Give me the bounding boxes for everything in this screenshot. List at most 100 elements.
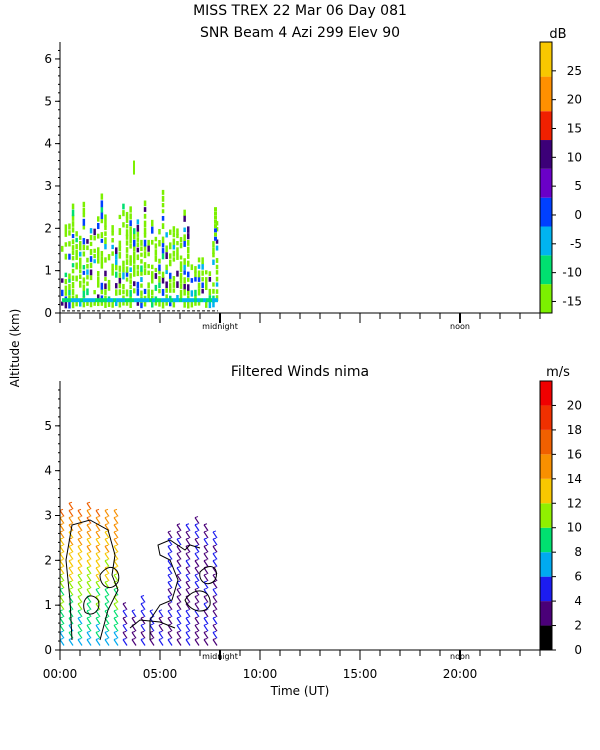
snr-cell [125,229,129,237]
wind-barb [167,560,173,567]
snr-cell [122,295,125,301]
wind-barb [77,581,83,589]
colorbar-tick-label: 0 [574,643,582,657]
snr-cell [172,238,176,245]
colorbar-tick-label: 10 [567,521,582,535]
snr-cell [133,288,136,294]
wind-barb-flag [68,523,73,526]
wind-barb [77,560,83,567]
wind-barb [212,603,218,610]
wind-barb-flag [86,630,91,633]
snr-cell [158,228,161,235]
snr-cell [172,250,176,257]
snr-cell [147,252,150,257]
wind-barb [203,531,209,539]
snr-cell [183,209,186,216]
snr-cell [147,289,150,297]
snr-cell [122,301,125,306]
snr-cell [64,253,68,260]
snr-cell [179,237,183,243]
wind-barb [86,531,92,539]
wind-barb-flag [86,587,91,590]
snr-cell [125,247,129,253]
wind-barb [167,553,173,560]
snr-cell [129,295,132,301]
wind-barb [59,617,65,625]
snr-cell [165,252,168,260]
snr-cell [158,264,161,271]
snr-cell [215,289,219,294]
wind-barb [149,639,155,646]
wind-barb [86,581,92,589]
snr-cell [197,270,201,278]
snr-cell [169,259,172,267]
snr-cell [176,281,179,288]
snr-cell [133,264,136,272]
wind-barb [122,624,128,632]
snr-cell [194,298,197,303]
snr-cell [194,301,197,306]
snr-cell [125,277,129,282]
snr-cell [161,189,165,195]
snr-cell [86,257,89,263]
wind-barb [140,617,146,625]
wind-barb [113,524,119,532]
winds-colorbar: 0 2 4 6 8 10 12 14 16 18 20 [539,380,582,657]
wind-barb-flag [167,638,172,640]
snr-cell [165,288,168,293]
winds-data-layer [59,501,218,646]
wind-barb [113,517,119,524]
wind-barb-flag [194,630,199,633]
wind-barb-flag [113,523,118,526]
snr-cell [100,193,104,200]
wind-barb-flag [194,580,199,583]
snr-cell [71,209,75,217]
snr-cell [118,246,122,252]
snr-cell [71,214,75,221]
snr-cell [97,253,100,259]
snr-panel: 0 1 2 3 4 5 6 midnight noon -15 -10 -5 0 5 10 15 20 25… [44,27,582,331]
snr-cell [179,242,183,249]
wind-barb [194,603,200,610]
colorbar-bin [540,111,552,141]
wind-barb [77,574,83,582]
colorbar-bin [540,197,552,227]
snr-cell [129,290,132,297]
snr-cell [118,301,122,308]
snr-cell [158,258,161,264]
wind-barb-flag [122,638,127,640]
snr-cell [82,213,86,218]
wind-barb-flag [95,559,100,562]
snr-cell [214,207,217,212]
y-tick-label: 5 [44,419,52,433]
wind-barb-flag [131,638,136,640]
snr-cell [176,253,179,260]
snr-cell [86,281,89,286]
snr-cell [140,301,143,309]
snr-cell [118,240,122,248]
snr-cell [122,283,125,290]
x-tick-label: 10:00 [243,667,278,681]
wind-barb-flag [113,537,118,540]
snr-cell [169,283,172,289]
wind-barb [95,624,101,632]
wind-barb [59,524,65,532]
snr-cell [125,234,129,240]
snr-cell [82,225,86,230]
snr-cell [161,301,165,309]
wind-barb [95,560,101,567]
snr-cell [100,289,104,295]
snr-cell [147,239,150,246]
wind-barb-flag [212,537,217,540]
wind-barb [68,632,74,639]
colorbar-tick-label: 25 [567,64,582,78]
snr-cell [71,275,75,281]
wind-contour [65,519,119,641]
snr-cell [203,298,206,303]
y-tick-label: 4 [44,137,52,151]
snr-plot-area [60,42,540,313]
colorbar-bin [540,601,552,626]
wind-barb-flag [203,530,208,533]
wind-barb [95,545,101,553]
wind-barb-flag [167,544,172,547]
